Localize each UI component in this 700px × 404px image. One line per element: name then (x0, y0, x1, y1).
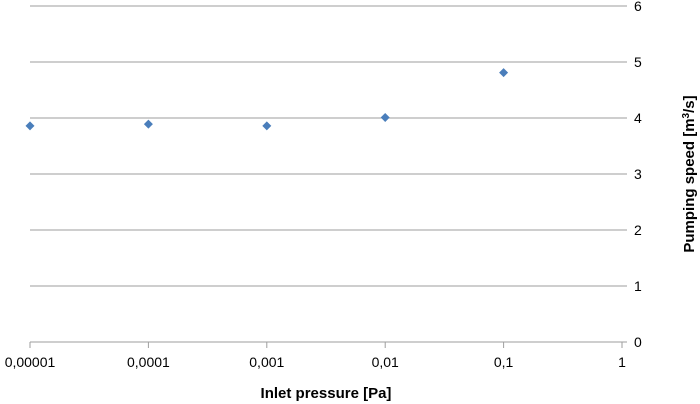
y-axis-ticks: 0 1 2 3 4 5 6 (622, 0, 642, 350)
x-tick-label: 0,01 (372, 354, 399, 370)
y-tick-label: 2 (634, 222, 642, 238)
x-axis-ticks: 0,00001 0,0001 0,001 0,01 0,1 1 (5, 342, 626, 370)
data-point-marker (499, 68, 509, 78)
x-tick-label: 1 (618, 354, 626, 370)
y-tick-label: 0 (634, 334, 642, 350)
data-points (25, 68, 509, 131)
y-axis-title-text: Pumping speed [m (681, 118, 698, 252)
gridlines (30, 5, 622, 287)
x-axis-title: Inlet pressure [Pa] (261, 385, 392, 402)
data-point-marker (25, 121, 35, 131)
y-tick-label: 3 (634, 166, 642, 182)
data-point-marker (262, 121, 272, 131)
y-tick-label: 1 (634, 278, 642, 294)
x-tick-label: 0,1 (494, 354, 514, 370)
y-tick-label: 5 (634, 54, 642, 70)
y-axis-title-superscript: 3 (681, 112, 692, 118)
y-axis-title-unit: /s] (681, 95, 698, 113)
x-tick-label: 0,00001 (5, 354, 56, 370)
y-tick-label: 6 (634, 0, 642, 14)
data-point-marker (143, 119, 153, 129)
y-axis-title: Pumping speed [m3/s] (681, 95, 698, 252)
data-point-marker (380, 112, 390, 122)
x-tick-label: 0,0001 (127, 354, 170, 370)
y-tick-label: 4 (634, 110, 642, 126)
x-tick-label: 0,001 (249, 354, 284, 370)
